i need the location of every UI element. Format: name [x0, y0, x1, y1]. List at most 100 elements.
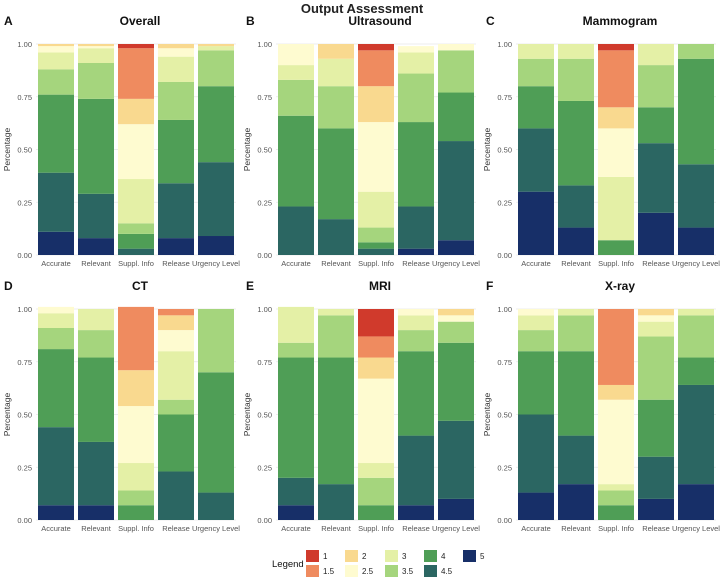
panel-d: D CT 0.00 0.25 0.50 0.75 1.00 Percentage Accurat… — [2, 279, 240, 533]
x-tick-label: Relevant — [561, 524, 592, 533]
bar-segment — [38, 52, 74, 70]
bar-segment — [558, 58, 594, 101]
bar-segment — [78, 62, 114, 99]
x-tick-label: Release — [642, 524, 670, 533]
bar-segment — [118, 490, 154, 506]
bar-segment — [118, 370, 154, 407]
bar-segment — [438, 141, 474, 241]
bar-segment — [278, 79, 314, 116]
bar-segment — [598, 484, 634, 491]
legend-label: 3 — [402, 552, 407, 561]
bar-segment — [398, 46, 434, 53]
bar-segment — [158, 315, 194, 331]
bar-segment — [78, 441, 114, 506]
bar-segment — [398, 330, 434, 352]
bar-segment — [358, 44, 394, 51]
legend-swatch — [345, 550, 358, 562]
x-tick-label: Accurate — [521, 259, 551, 268]
legend: Legend 1 1.5 2 2.5 3 3.5 4 4.5 5 — [272, 550, 485, 577]
bar-segment — [438, 92, 474, 142]
bar-segment — [638, 143, 674, 213]
bar-segment — [358, 86, 394, 123]
y-tick-label: 0.25 — [17, 198, 32, 207]
x-tick-label: Accurate — [41, 524, 71, 533]
bar-segment — [358, 357, 394, 379]
bar-segment — [38, 172, 74, 232]
bar-segment — [158, 81, 194, 120]
y-tick-label: 0.00 — [497, 251, 512, 260]
y-axis-label: Percentage — [482, 392, 492, 436]
bar-segment — [38, 46, 74, 53]
legend-title: Legend — [272, 559, 304, 570]
y-axis-label: Percentage — [242, 127, 252, 171]
bar-segment — [38, 427, 74, 506]
bar-segment — [638, 498, 674, 520]
bar-segment — [438, 315, 474, 322]
legend-swatch — [306, 565, 319, 577]
bar-segment — [158, 330, 194, 352]
x-tick-label: Urgency Level — [432, 524, 480, 533]
bar-segment — [198, 86, 234, 163]
x-tick-label: Relevant — [81, 259, 112, 268]
bar-segment — [198, 162, 234, 237]
bar-segment — [118, 248, 154, 255]
y-tick-label: 0.75 — [17, 358, 32, 367]
bar-segment — [598, 107, 634, 129]
bar-segment — [638, 107, 674, 144]
bar-segment — [78, 48, 114, 63]
y-tick-label: 0.00 — [257, 251, 272, 260]
bar-segment — [638, 456, 674, 499]
bar-segment — [358, 50, 394, 87]
panel-label: C — [486, 14, 495, 28]
bar-segment — [358, 477, 394, 506]
x-tick-label: Release — [162, 524, 190, 533]
y-tick-label: 1.00 — [257, 305, 272, 314]
bar-segment — [598, 240, 634, 255]
bar-segment — [678, 164, 714, 228]
x-tick-label: Urgency Level — [672, 524, 720, 533]
x-tick-label: Urgency Level — [432, 259, 480, 268]
bar-segment — [118, 306, 154, 371]
bar-segment — [678, 227, 714, 255]
panel-b: B Ultrasound 0.00 0.25 0.50 0.75 1.00 Percentag… — [242, 14, 480, 268]
bar-segment — [318, 357, 354, 485]
bar-segment — [558, 227, 594, 255]
y-tick-label: 0.00 — [497, 516, 512, 525]
bar-segment — [398, 309, 434, 316]
bar-segment — [38, 349, 74, 428]
x-tick-label: Accurate — [41, 259, 71, 268]
panel-title: X-ray — [605, 279, 635, 293]
bar-segment — [558, 100, 594, 186]
bar-segment — [38, 231, 74, 255]
bar-segment — [438, 240, 474, 255]
y-tick-label: 0.25 — [497, 463, 512, 472]
legend-label: 4.5 — [441, 567, 453, 576]
y-tick-label: 0.50 — [17, 411, 32, 420]
bar-segment — [558, 435, 594, 485]
y-tick-label: 0.75 — [257, 93, 272, 102]
bar-segment — [158, 351, 194, 400]
x-tick-label: Release — [162, 259, 190, 268]
y-tick-label: 0.50 — [257, 146, 272, 155]
bar-segment — [78, 330, 114, 358]
bar-segment — [278, 342, 314, 358]
bar-segment — [518, 191, 554, 255]
y-tick-label: 0.50 — [257, 411, 272, 420]
bar-segment — [598, 384, 634, 400]
x-tick-label: Relevant — [321, 259, 352, 268]
x-tick-label: Suppl. Info — [358, 524, 394, 533]
bar-segment — [398, 248, 434, 255]
bar-segment — [318, 219, 354, 255]
bar-segment — [518, 128, 554, 192]
bar-segment — [78, 357, 114, 442]
bar-segment — [638, 399, 674, 457]
bar-segment — [198, 50, 234, 87]
bar-segment — [518, 44, 554, 59]
bar-segment — [438, 50, 474, 93]
bar-segment — [638, 65, 674, 108]
bar-segment — [78, 505, 114, 520]
bar-segment — [358, 242, 394, 249]
bar-segment — [678, 44, 714, 59]
bar-segment — [318, 309, 354, 316]
x-tick-label: Suppl. Info — [598, 524, 634, 533]
